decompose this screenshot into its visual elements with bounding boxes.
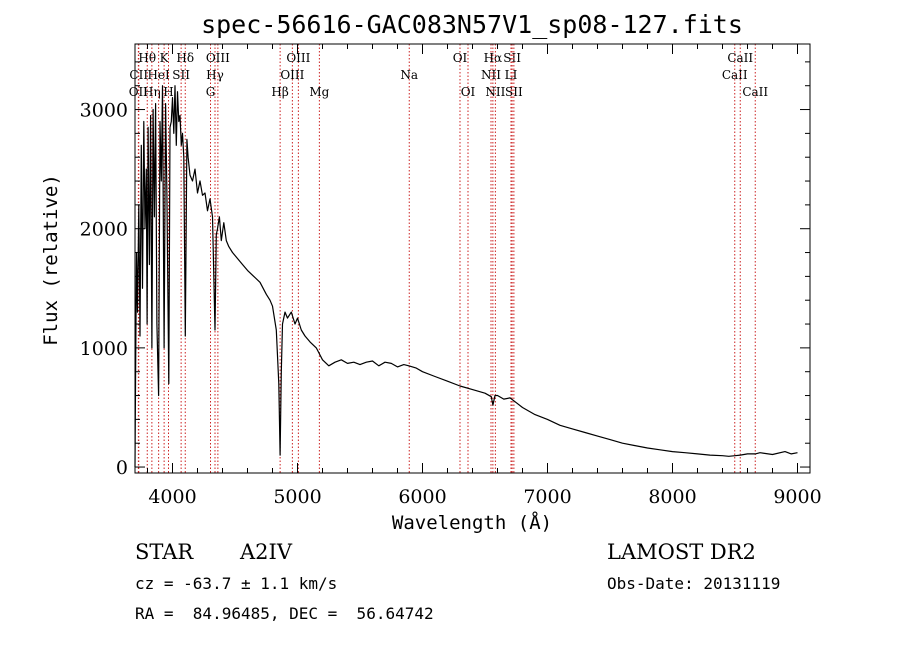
- coordinates: RA = 84.96485, DEC = 56.64742: [135, 604, 434, 623]
- line-label: NII: [481, 68, 501, 82]
- chart-title: spec-56616-GAC083N57V1_sp08-127.fits: [201, 10, 743, 39]
- line-label: Hα: [484, 51, 503, 65]
- line-label: Mg: [309, 85, 329, 99]
- x-tick-label: 5000: [273, 486, 321, 508]
- object-subclass: A2IV: [240, 540, 292, 564]
- redshift-cz: cz = -63.7 ± 1.1 km/s: [135, 574, 338, 593]
- y-tick-label: 0: [116, 457, 128, 479]
- line-label: G: [206, 85, 216, 99]
- line-label: H: [163, 85, 173, 99]
- line-label: OI: [453, 51, 468, 65]
- line-label: SII: [505, 85, 523, 99]
- line-label: Hδ: [176, 51, 194, 65]
- x-tick-label: 6000: [398, 486, 446, 508]
- line-label: OIII: [286, 51, 310, 65]
- line-label: OIII: [280, 68, 304, 82]
- line-label: SII: [172, 68, 190, 82]
- line-label: NII: [485, 85, 505, 99]
- y-tick-label: 1000: [80, 338, 128, 360]
- line-label: K: [160, 51, 170, 65]
- x-tick-label: 7000: [523, 486, 571, 508]
- line-label: HeI: [147, 68, 170, 82]
- plot-border: [134, 43, 811, 474]
- line-label: CaII: [727, 51, 753, 65]
- x-tick-label: 8000: [648, 486, 696, 508]
- y-tick-label: 2000: [80, 219, 128, 241]
- line-label: Na: [400, 68, 418, 82]
- y-tick-label: 3000: [80, 100, 128, 122]
- line-label: CaII: [742, 85, 768, 99]
- x-axis-label: Wavelength (Å): [392, 511, 552, 534]
- x-tick-label: 4000: [148, 486, 196, 508]
- plot-frame: [134, 43, 811, 474]
- line-label: Hη: [143, 85, 161, 99]
- line-label: LI: [505, 68, 518, 82]
- spectrum-series: [134, 85, 798, 468]
- emission-line-markers: OII CII Hθ Hη HeI K H SII Hδ G Hγ OIII Hβ OIII OIII Mg N…: [129, 44, 768, 473]
- line-label: Hγ: [206, 68, 224, 82]
- line-label: Hβ: [271, 85, 288, 99]
- spectrum-line: [134, 85, 798, 468]
- observation-date: Obs-Date: 20131119: [607, 574, 781, 593]
- line-label: OIII: [206, 51, 230, 65]
- line-label: Hθ: [138, 51, 156, 65]
- object-class: STAR: [135, 540, 194, 564]
- line-label: SII: [503, 51, 521, 65]
- line-label: CaII: [722, 68, 748, 82]
- line-label: OI: [461, 85, 476, 99]
- x-tick-label: 9000: [773, 486, 821, 508]
- line-label: OII: [129, 85, 149, 99]
- y-axis-label: Flux (relative): [40, 174, 62, 346]
- survey-name: LAMOST DR2: [607, 540, 756, 564]
- axis-ticks: 4000 5000 6000 7000 8000 9000 0 1000 2000 3000: [80, 44, 822, 508]
- line-label: CII: [129, 68, 148, 82]
